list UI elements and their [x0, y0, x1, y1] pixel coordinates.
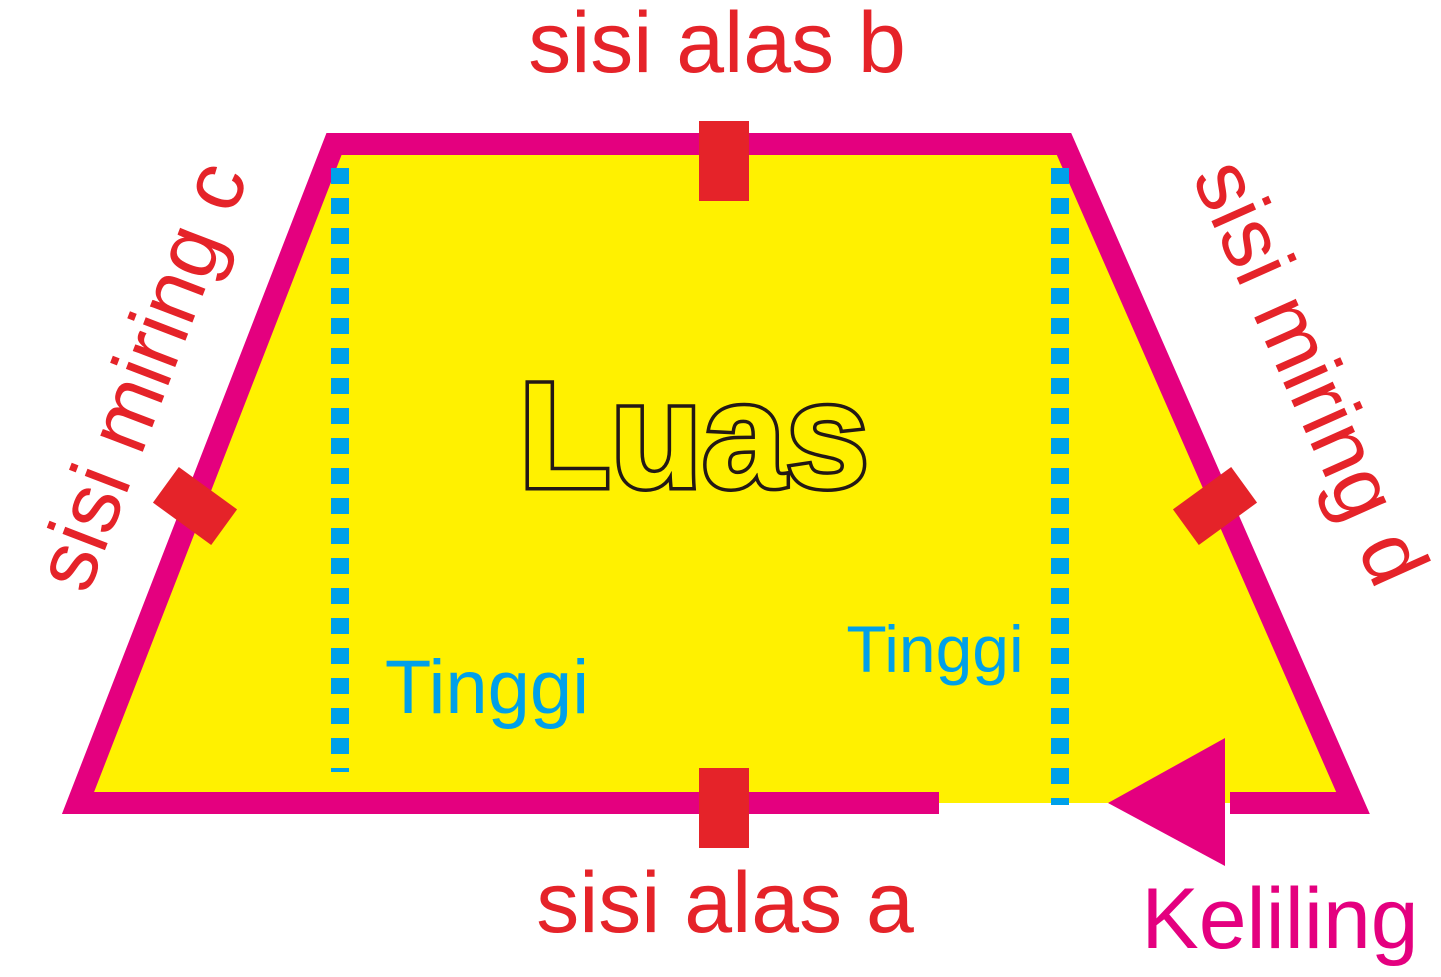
top-base-marker	[699, 121, 749, 201]
height-label-right: Tinggi	[846, 612, 1023, 686]
trapezoid-area	[78, 144, 1353, 803]
top-base-label: sisi alas b	[528, 0, 906, 91]
perimeter-label: Keliling	[1141, 871, 1418, 967]
height-label-left: Tinggi	[385, 645, 589, 730]
area-label: Luas	[519, 351, 869, 519]
bottom-base-marker	[699, 768, 749, 848]
right-slant-marker	[1172, 467, 1258, 545]
arrow-left-icon	[1108, 738, 1225, 866]
bottom-base-label: sisi alas a	[536, 855, 914, 951]
left-slant-marker	[152, 467, 238, 545]
